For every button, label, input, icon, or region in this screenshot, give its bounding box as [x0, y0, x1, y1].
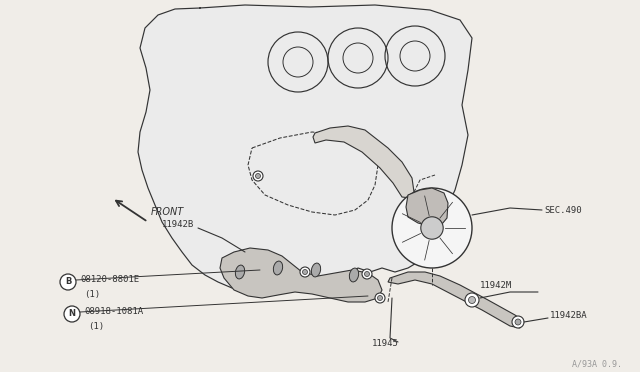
Text: FRONT: FRONT [151, 207, 184, 217]
Circle shape [465, 293, 479, 307]
Circle shape [300, 267, 310, 277]
Ellipse shape [273, 261, 283, 275]
Circle shape [515, 319, 521, 325]
Ellipse shape [349, 268, 358, 282]
Text: A/93A 0.9.: A/93A 0.9. [572, 359, 622, 369]
Polygon shape [220, 248, 382, 302]
Circle shape [255, 173, 260, 179]
Text: 11942M: 11942M [480, 282, 512, 291]
Circle shape [253, 171, 263, 181]
Ellipse shape [236, 265, 244, 279]
Circle shape [421, 217, 444, 239]
Circle shape [512, 316, 524, 328]
Polygon shape [313, 126, 414, 198]
Polygon shape [388, 272, 522, 328]
Circle shape [362, 269, 372, 279]
Circle shape [303, 269, 307, 275]
Text: 08120-8801E: 08120-8801E [80, 276, 139, 285]
Text: N: N [68, 310, 76, 318]
Text: (1): (1) [84, 289, 100, 298]
Circle shape [60, 274, 76, 290]
Polygon shape [138, 5, 472, 295]
Text: B: B [65, 278, 71, 286]
Circle shape [365, 272, 369, 276]
Circle shape [375, 293, 385, 303]
Text: 11945: 11945 [372, 340, 399, 349]
Text: 11942B: 11942B [162, 219, 194, 228]
Text: SEC.490: SEC.490 [544, 205, 582, 215]
Text: 08918-1081A: 08918-1081A [84, 308, 143, 317]
Polygon shape [406, 188, 448, 226]
Circle shape [64, 306, 80, 322]
Circle shape [378, 295, 383, 301]
Text: (1): (1) [88, 321, 104, 330]
Circle shape [468, 296, 476, 304]
Text: 11942BA: 11942BA [550, 311, 588, 321]
Ellipse shape [312, 263, 321, 277]
Circle shape [392, 188, 472, 268]
